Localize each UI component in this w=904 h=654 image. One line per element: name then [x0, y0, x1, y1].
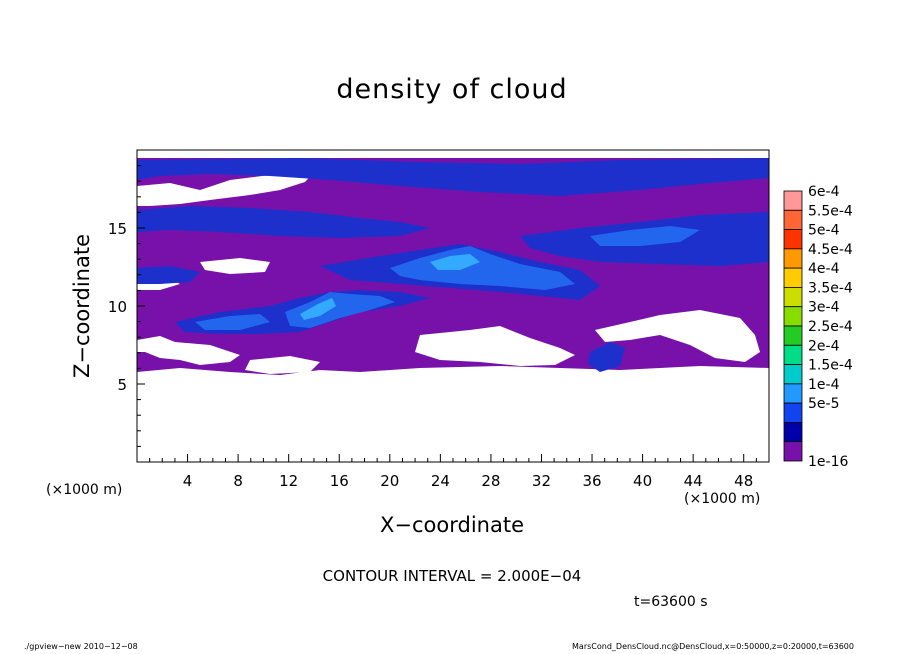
clear-region: [137, 366, 769, 386]
x-tick-label: 28: [481, 472, 500, 490]
x-tick-label: 36: [582, 472, 601, 490]
y-tick-label: 15: [108, 220, 127, 238]
x-tick-label: 12: [279, 472, 298, 490]
clear-region: [137, 168, 318, 206]
y-tick-label: 10: [108, 298, 127, 316]
colorbar-label: 2.5e-4: [808, 319, 853, 335]
colorbar-label: 1.5e-4: [808, 358, 853, 374]
colorbar-swatch: [783, 422, 803, 443]
cloud-core: [590, 226, 700, 246]
colorbar-swatch: [783, 383, 803, 404]
colorbar-swatch: [783, 267, 803, 288]
colorbar-swatch: [783, 325, 803, 346]
clear-region: [595, 310, 760, 362]
x-tick-label: 16: [330, 472, 349, 490]
cloud-layer: [137, 158, 769, 196]
density-field: [137, 158, 769, 386]
chart-title: density of cloud: [336, 74, 568, 105]
x-tick-label: 20: [380, 472, 399, 490]
x-tick-label: 4: [183, 472, 193, 490]
colorbar-label: 1e-4: [808, 377, 840, 393]
colorbar-label: 2e-4: [808, 338, 840, 354]
colorbar-swatch: [783, 441, 803, 462]
contour-interval: CONTOUR INTERVAL = 2.000E−04: [322, 567, 582, 585]
cloud-layer: [137, 206, 430, 238]
x-unit-right: (×1000 m): [684, 491, 761, 507]
colorbar-swatch: [783, 364, 803, 385]
cloud-peak: [430, 254, 480, 270]
clear-region: [200, 258, 270, 274]
colorbar-label: 1e-16: [808, 454, 848, 470]
colorbar-label: 5.5e-4: [808, 203, 853, 219]
colorbar-label: 5e-5: [808, 396, 839, 412]
x-tick-label: 32: [532, 472, 551, 490]
colorbar-label: 3e-4: [808, 300, 840, 316]
x-tick-label: 8: [233, 472, 243, 490]
colorbar-label: 4.5e-4: [808, 242, 853, 258]
x-axis-label: X−coordinate: [380, 513, 524, 537]
time-label: t=63600 s: [634, 594, 708, 610]
colorbar-swatch: [783, 287, 803, 308]
y-axis: 5 10 15: [108, 165, 145, 447]
x-tick-label: 44: [684, 472, 703, 490]
colorbar-swatch: [783, 344, 803, 365]
y-axis-label: Z−coordinate: [70, 234, 94, 378]
cloud-peak: [300, 298, 336, 320]
cloud-layer: [137, 266, 200, 284]
colorbar-label: 3.5e-4: [808, 280, 853, 296]
colorbar: 6e-4 5.5e-4 5e-4 4.5e-4 4e-4 3.5e-4 3e-4 2.5e-4…: [783, 184, 853, 470]
colorbar-label: 5e-4: [808, 223, 840, 239]
cloud-core: [285, 292, 395, 328]
x-tick-label: 40: [633, 472, 652, 490]
y-tick-label: 5: [117, 376, 127, 394]
x-tick-label: 24: [431, 472, 450, 490]
clear-region: [415, 326, 575, 366]
cloud-core: [195, 314, 270, 330]
colorbar-swatch: [783, 209, 803, 230]
colorbar-swatch: [783, 229, 803, 250]
clear-region: [245, 356, 320, 374]
footer-left: ./gpview−new 2010−12−08: [24, 642, 138, 651]
colorbar-swatch: [783, 248, 803, 269]
colorbar-swatch: [783, 402, 803, 423]
x-tick-label: 48: [734, 472, 753, 490]
cloud-layer: [588, 342, 625, 372]
x-axis: 4 8 12 16 20 24 28 32 36 40 44 48: [149, 454, 770, 490]
cloud-core: [390, 246, 575, 290]
clear-region: [137, 336, 240, 365]
colorbar-swatch: [783, 306, 803, 327]
footer-right: MarsCond_DensCloud.nc@DensCloud,x=0:5000…: [572, 642, 854, 651]
colorbar-swatch: [783, 190, 803, 211]
x-unit-left: (×1000 m): [46, 482, 123, 498]
colorbar-label: 4e-4: [808, 261, 840, 277]
colorbar-label: 6e-4: [808, 184, 840, 200]
